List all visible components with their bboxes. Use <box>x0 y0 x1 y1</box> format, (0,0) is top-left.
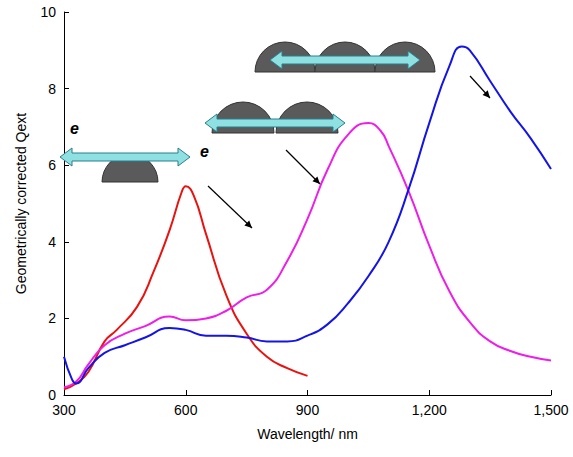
svg-text:e: e <box>200 143 209 160</box>
svg-text:300: 300 <box>52 402 76 418</box>
svg-text:6: 6 <box>48 157 56 173</box>
svg-text:4: 4 <box>48 234 56 250</box>
svg-text:8: 8 <box>48 81 56 97</box>
svg-text:0: 0 <box>48 387 56 403</box>
svg-text:Wavelength/ nm: Wavelength/ nm <box>257 426 358 442</box>
svg-text:600: 600 <box>174 402 198 418</box>
svg-text:1,500: 1,500 <box>533 402 568 418</box>
svg-text:10: 10 <box>40 4 56 20</box>
svg-text:2: 2 <box>48 310 56 326</box>
svg-text:e: e <box>70 120 79 137</box>
svg-text:1,200: 1,200 <box>412 402 447 418</box>
svg-text:900: 900 <box>296 402 320 418</box>
svg-text:Geometrically corrected Qext: Geometrically corrected Qext <box>13 113 29 294</box>
